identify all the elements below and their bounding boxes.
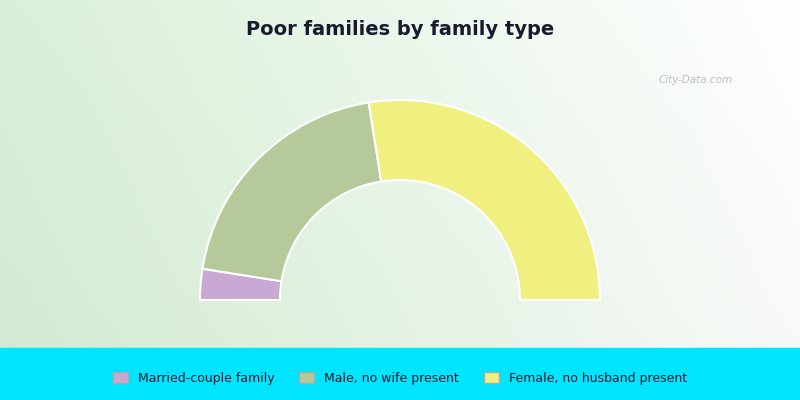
Bar xyxy=(0,348,800,400)
Wedge shape xyxy=(200,269,282,300)
Legend: Married-couple family, Male, no wife present, Female, no husband present: Married-couple family, Male, no wife pre… xyxy=(108,367,692,390)
Wedge shape xyxy=(369,100,600,300)
Text: Poor families by family type: Poor families by family type xyxy=(246,20,554,39)
Wedge shape xyxy=(202,102,382,281)
Text: City-Data.com: City-Data.com xyxy=(659,75,733,85)
